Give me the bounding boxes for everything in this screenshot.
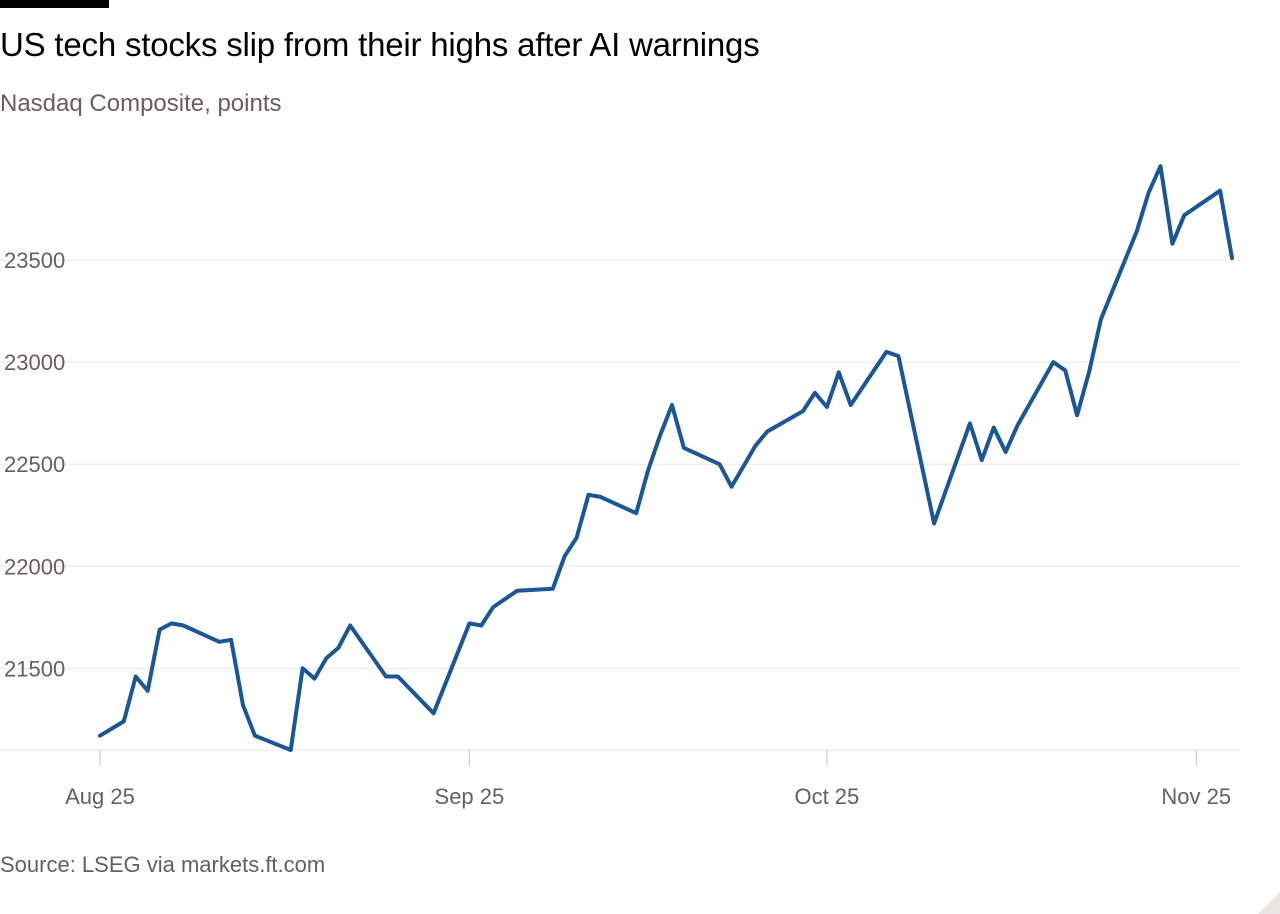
chart-subtitle: Nasdaq Composite, points [0,90,282,117]
y-tick-label: 21500 [4,656,65,681]
chart-title: US tech stocks slip from their highs aft… [0,26,760,63]
brand-top-bar [0,0,109,8]
gridlines [0,259,1240,669]
x-tick-label: Sep 25 [435,784,505,809]
source-note: Source: LSEG via markets.ft.com [0,852,326,877]
corner-fold [1258,892,1280,914]
series-layer [98,164,1234,752]
tick-labels: 21500 22000 22500 23000 23500 Aug 25 Sep 25 Oct… [4,248,1231,809]
x-tick-label: Nov 25 [1161,784,1231,809]
y-tick-label: 22000 [4,554,65,579]
x-axis [0,749,1240,766]
y-tick-label: 22500 [4,452,65,477]
x-tick-label: Aug 25 [65,784,135,809]
y-tick-label: 23500 [4,248,65,273]
y-tick-label: 23000 [4,350,65,375]
series-line-nasdaq [98,164,1234,752]
x-tick-label: Oct 25 [794,784,859,809]
